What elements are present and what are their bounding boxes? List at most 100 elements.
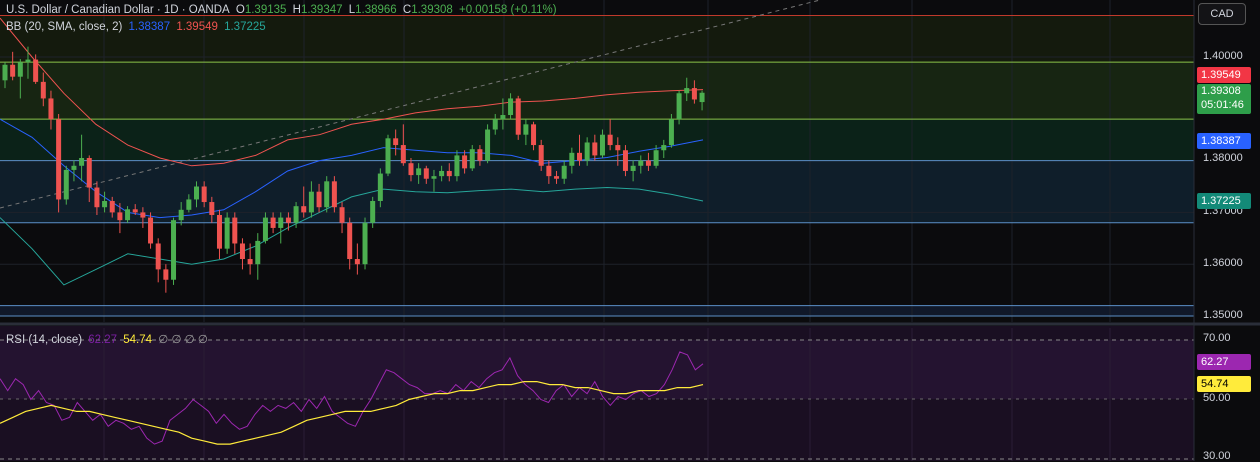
rsi-tick: 70.00	[1203, 332, 1231, 344]
candle-body	[684, 88, 690, 94]
candle-body	[676, 93, 682, 120]
rsi-label: 62.27	[1197, 354, 1251, 370]
candle-body	[86, 158, 92, 188]
price-tick: 1.40000	[1203, 50, 1243, 62]
rsi-grid	[103, 328, 1111, 461]
rsi-lines	[0, 351, 704, 445]
trend-line[interactable]	[0, 0, 821, 209]
bb-lower-value: 1.37225	[224, 21, 266, 33]
bb-upper-line	[0, 17, 704, 167]
candle-body	[109, 201, 115, 213]
candle-body	[155, 243, 161, 270]
candle-body	[615, 145, 621, 151]
candle-body	[71, 165, 77, 170]
candle-body	[194, 186, 199, 200]
candle-body	[477, 149, 483, 161]
rsi-tick: 30.00	[1203, 450, 1231, 462]
candle-body	[262, 217, 268, 241]
close-label: C	[402, 4, 412, 16]
bb-lower-label: 1.37225	[1197, 193, 1251, 209]
bb-title[interactable]: BB (20, SMA, close, 2)	[6, 21, 123, 33]
candle-body	[331, 181, 337, 208]
candle-body	[416, 168, 422, 176]
last-price-label: 1.39308 05:01:46	[1197, 84, 1251, 114]
candle-body	[554, 176, 560, 179]
candle-body	[40, 81, 46, 99]
candle-body	[645, 160, 651, 166]
candle-body	[462, 155, 468, 169]
horizontal-levels	[0, 15, 1194, 317]
price-tick: 1.36000	[1203, 257, 1243, 269]
candle-body	[102, 201, 108, 208]
candle-body	[354, 259, 360, 265]
candle-body	[163, 269, 169, 280]
bb-lower-line	[0, 186, 704, 286]
candle-body	[523, 124, 529, 135]
candle-body	[393, 138, 399, 146]
candle-body	[247, 259, 253, 265]
bar-countdown: 05:01:46	[1201, 99, 1244, 111]
rsi-title[interactable]: RSI (14, close)	[6, 334, 83, 346]
candle-body	[255, 240, 261, 265]
candle-body	[56, 119, 62, 200]
zone-upper	[0, 15, 1194, 63]
candle-body	[439, 170, 445, 177]
candle-body	[423, 168, 429, 179]
candle-body	[431, 176, 437, 179]
candle-body	[546, 165, 552, 177]
low-value: 1.38966	[355, 4, 397, 16]
candle-body	[239, 243, 245, 260]
candle-body	[584, 142, 590, 161]
candle-body	[500, 115, 506, 120]
candle-body	[531, 124, 537, 146]
candle-body	[216, 214, 222, 249]
close-value: 1.39308	[411, 4, 453, 16]
symbol-title[interactable]: U.S. Dollar / Canadian Dollar · 1D · OAN…	[6, 4, 230, 16]
candle-body	[186, 199, 192, 210]
rsi-ma-line	[0, 381, 704, 445]
candle-body	[385, 138, 391, 174]
candle-body	[699, 92, 705, 103]
candle-body	[661, 145, 667, 151]
rsi-line	[0, 351, 704, 445]
candle-body	[599, 134, 605, 156]
candle-body	[2, 64, 8, 81]
zone-mid	[0, 62, 1194, 120]
bb-mid-label: 1.38387	[1197, 133, 1251, 149]
candle-body	[508, 98, 514, 116]
candle-body	[622, 150, 628, 171]
currency-button[interactable]: CAD	[1198, 3, 1246, 25]
rsi-value: 62.27	[88, 334, 118, 346]
candle-body	[308, 191, 314, 213]
candle-body	[125, 209, 131, 221]
bb-header: BB (20, SMA, close, 2) 1.38387 1.39549 1…	[6, 21, 269, 33]
candle-body	[316, 191, 322, 208]
candle-body	[148, 217, 154, 244]
open-value: 1.39135	[244, 4, 287, 16]
candle-body	[485, 129, 491, 161]
bb-mid-value: 1.38387	[128, 21, 171, 33]
bb-upper-label: 1.39549	[1197, 67, 1251, 83]
candle-body	[630, 165, 636, 171]
candle-body	[370, 201, 376, 223]
candle-body	[400, 145, 406, 164]
candle-body	[25, 59, 31, 63]
candle-body	[178, 209, 184, 221]
candle-body	[17, 62, 23, 77]
candle-body	[63, 169, 69, 200]
candle-body	[285, 217, 291, 223]
candle-body	[362, 222, 368, 265]
candle-body	[607, 134, 613, 146]
candle-body	[446, 170, 452, 177]
candle-body	[224, 217, 230, 249]
candles	[2, 46, 705, 293]
candle-body	[301, 206, 307, 213]
bb-upper-value: 1.39549	[176, 21, 218, 33]
candle-body	[653, 150, 659, 166]
high-label: H	[292, 4, 301, 16]
candle-body	[48, 98, 54, 120]
rsi-empty-values: ∅ ∅ ∅ ∅	[158, 334, 208, 346]
candle-body	[201, 186, 207, 203]
candle-body	[691, 88, 697, 100]
